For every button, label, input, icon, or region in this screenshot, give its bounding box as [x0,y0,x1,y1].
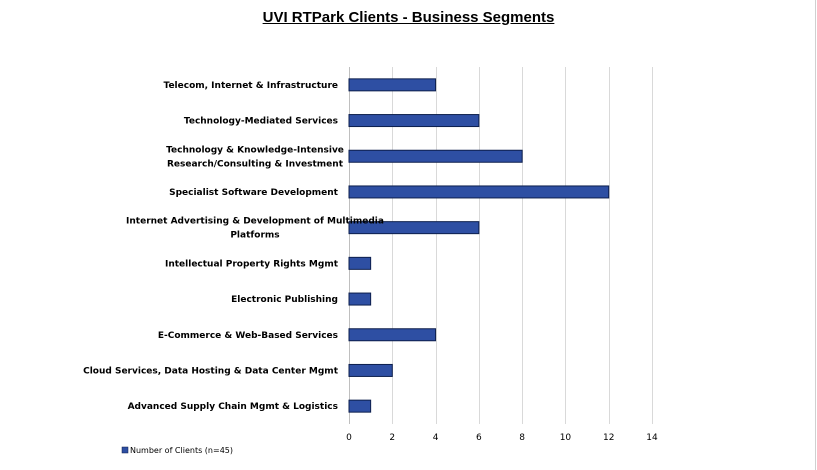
bar [348,221,480,235]
category-label: Advanced Supply Chain Mgmt & Logistics [128,402,338,412]
bar-chart: Telecom, Internet & Infrastructure Techno… [83,67,658,455]
bar [348,149,523,163]
category-label: Telecom, Internet & Infrastructure [164,81,339,91]
tick-label-layer: 0 2 4 6 8 10 12 14 [346,433,658,443]
bar [348,256,372,270]
legend-swatch [121,446,129,454]
x-tick-label: 2 [389,433,395,443]
category-label: Intellectual Property Rights Mgmt [165,259,339,269]
category-label: Cloud Services, Data Hosting & Data Cent… [83,366,339,376]
category-label: Internet Advertising & Development of Mu… [126,217,384,227]
bar [348,399,372,413]
category-label: Platforms [230,231,279,241]
x-tick-label: 12 [603,433,614,443]
bar [348,114,480,128]
bar-layer [348,78,610,413]
bar [348,78,437,92]
x-tick-label: 0 [346,433,352,443]
category-label: Technology & Knowledge-Intensive [166,145,344,155]
category-label-layer: Telecom, Internet & Infrastructure Techno… [83,81,384,412]
category-label: Technology-Mediated Services [184,117,338,127]
category-label: E-Commerce & Web-Based Services [158,331,338,341]
legend: Number of Clients (n=45) [121,446,233,455]
chart-title: UVI RTPark Clients - Business Segments [262,9,555,26]
bar [348,328,437,342]
x-tick-label: 10 [560,433,572,443]
x-tick-label: 4 [433,433,439,443]
category-label: Specialist Software Development [169,188,339,198]
legend-label: Number of Clients (n=45) [130,446,233,455]
category-label: Research/Consulting & Investment [167,159,344,169]
x-tick-label: 8 [519,433,525,443]
bar [348,292,372,306]
category-label: Electronic Publishing [231,295,338,305]
grid-layer [349,67,653,424]
x-tick-label: 6 [476,433,482,443]
x-tick-label: 14 [646,433,658,443]
bar [348,363,393,377]
bar [348,185,610,199]
